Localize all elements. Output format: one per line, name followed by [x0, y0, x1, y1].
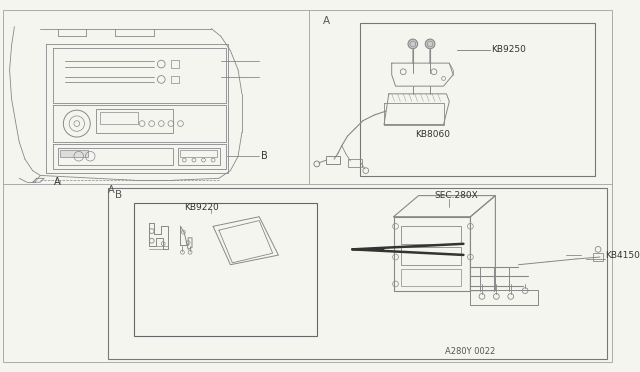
Text: KB9250: KB9250: [492, 45, 527, 54]
Bar: [58, 148, 173, 165]
Text: SEC.280X: SEC.280X: [434, 191, 477, 200]
Bar: [180, 150, 217, 157]
Text: A: A: [108, 185, 114, 195]
Bar: [401, 247, 461, 265]
Text: A280Y 0022: A280Y 0022: [445, 347, 495, 356]
Bar: [178, 148, 220, 165]
Bar: [171, 76, 179, 83]
Bar: [401, 226, 461, 244]
Text: KB9220: KB9220: [184, 203, 219, 212]
Bar: [60, 150, 88, 157]
Text: B: B: [115, 190, 122, 200]
Bar: [401, 269, 461, 286]
Text: KB8060: KB8060: [415, 130, 450, 139]
Text: A: A: [323, 16, 330, 26]
Bar: [360, 23, 595, 176]
Text: KB4150: KB4150: [605, 251, 640, 260]
Text: B: B: [261, 151, 268, 161]
Text: A: A: [54, 177, 60, 187]
Bar: [100, 112, 138, 124]
Bar: [171, 60, 179, 68]
Bar: [96, 109, 173, 133]
Bar: [326, 156, 340, 164]
Circle shape: [426, 39, 435, 49]
Bar: [108, 188, 607, 359]
Bar: [349, 159, 362, 167]
Bar: [134, 203, 317, 336]
Circle shape: [408, 39, 418, 49]
Bar: [593, 253, 603, 261]
